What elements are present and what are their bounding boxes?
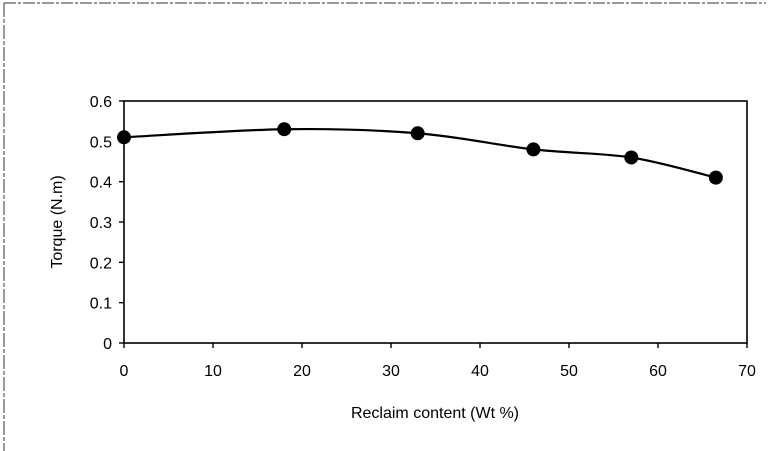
data-point	[526, 142, 541, 157]
data-point	[624, 150, 639, 165]
x-tick-label: 20	[293, 363, 311, 380]
data-point	[410, 126, 425, 141]
y-tick-label: 0.3	[90, 215, 112, 232]
x-tick-label: 10	[204, 363, 222, 380]
y-tick-label: 0.4	[90, 175, 112, 192]
data-point	[277, 122, 292, 137]
axis-ticks: 0 0.1 0.2 0.3 0.4 0.5 0.6 0 10 20 30 40 50 60 70	[90, 94, 756, 380]
x-tick-label: 70	[738, 363, 756, 380]
series-layer	[117, 122, 723, 185]
x-tick-label: 0	[120, 363, 129, 380]
y-tick-label: 0.2	[90, 255, 112, 272]
y-tick-label: 0.6	[90, 94, 112, 111]
x-axis-title: Reclaim content (Wt %)	[351, 405, 519, 422]
x-tick-label: 40	[471, 363, 489, 380]
plot-area	[123, 100, 748, 344]
data-point	[708, 170, 723, 185]
x-tick-label: 50	[560, 363, 578, 380]
x-tick-label: 60	[649, 363, 667, 380]
y-axis-title: Torque (N.m)	[49, 175, 66, 268]
y-tick-label: 0.5	[90, 134, 112, 151]
x-tick-label: 30	[382, 363, 400, 380]
y-tick-label: 0.1	[90, 296, 112, 313]
y-tick-label: 0	[103, 336, 112, 353]
data-point	[117, 130, 131, 145]
